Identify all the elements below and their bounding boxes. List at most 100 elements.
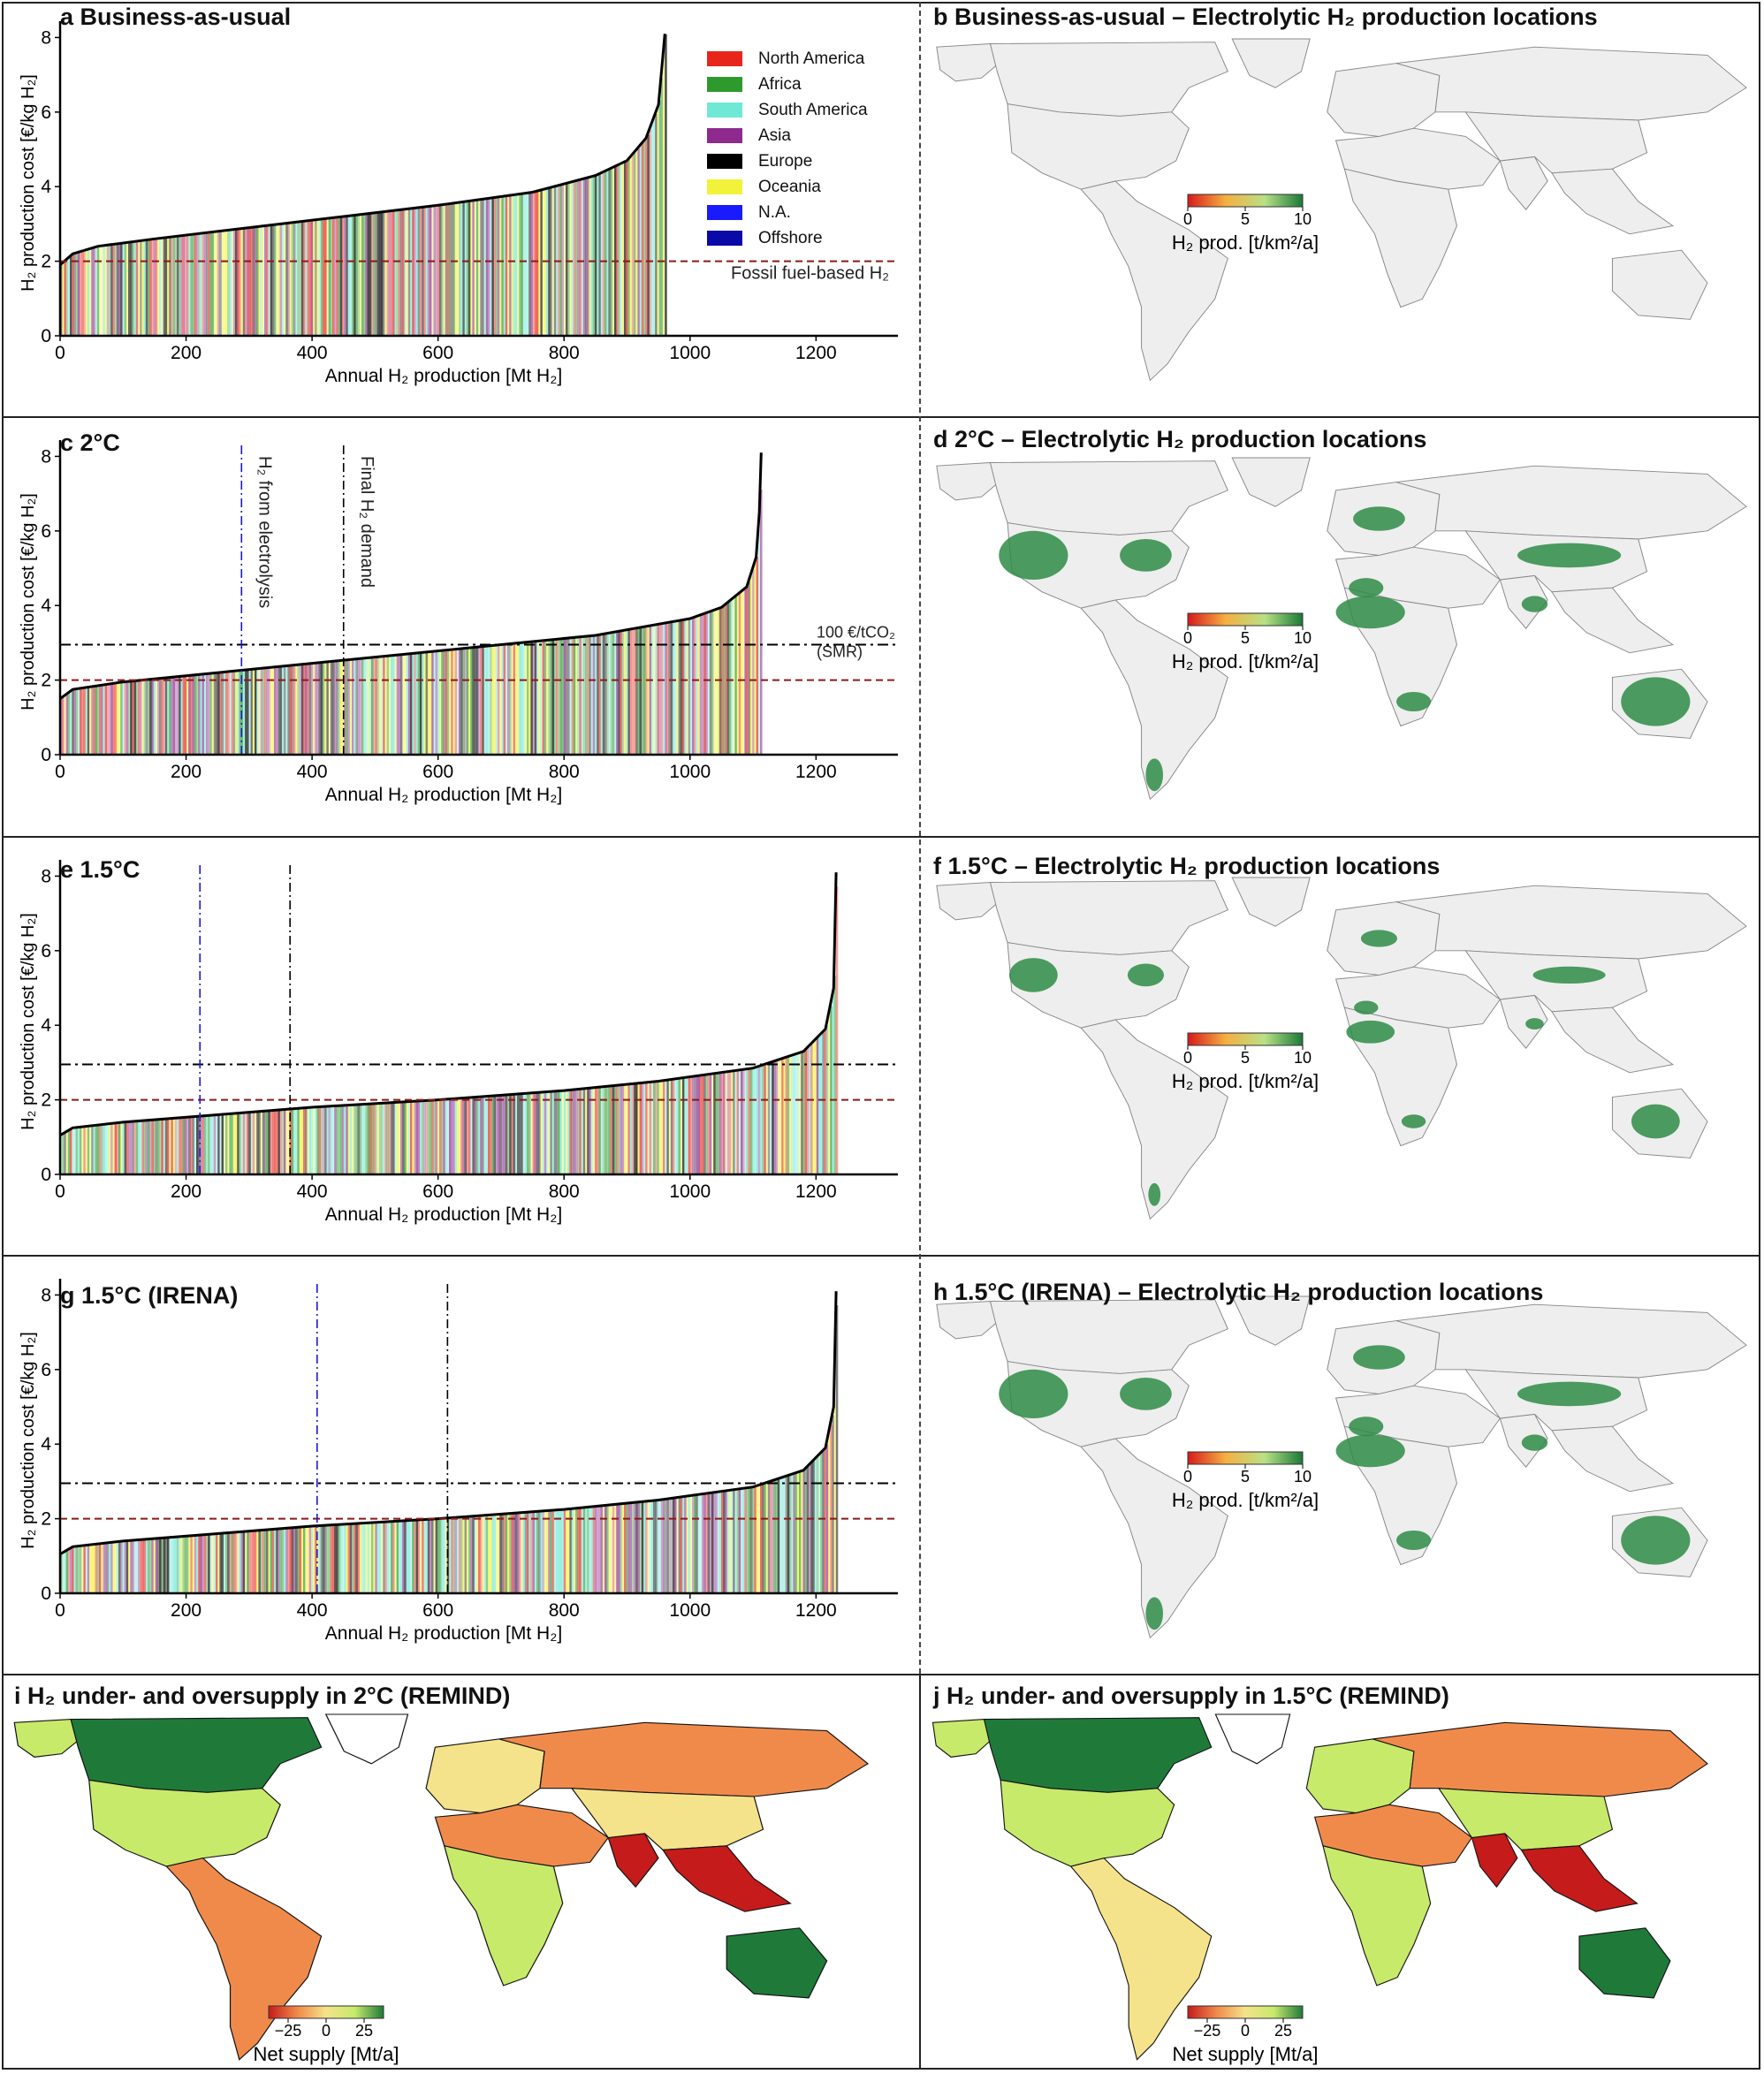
y-tick-label: 2 bbox=[41, 1090, 51, 1111]
supply-bar bbox=[556, 1090, 559, 1174]
supply-bar bbox=[378, 1522, 382, 1593]
supply-bar bbox=[702, 614, 704, 755]
supply-bar bbox=[635, 1502, 638, 1593]
legend-item: North America bbox=[707, 46, 893, 72]
supply-bar bbox=[495, 1514, 498, 1593]
supply-bar bbox=[128, 1540, 131, 1593]
supply-bar bbox=[293, 1527, 296, 1593]
supply-bar bbox=[563, 184, 566, 336]
supply-bar bbox=[589, 1507, 591, 1593]
supply-bar bbox=[490, 645, 492, 755]
supply-bar bbox=[824, 1029, 827, 1174]
supply-bar bbox=[180, 1117, 183, 1174]
supply-bar bbox=[155, 1538, 158, 1593]
supply-bar bbox=[64, 1133, 66, 1174]
cost-curve-line bbox=[59, 872, 838, 1136]
supply-bar bbox=[773, 1061, 776, 1174]
supply-bar bbox=[830, 1006, 833, 1174]
supply-bar bbox=[814, 1040, 817, 1174]
supply-bar bbox=[621, 1084, 625, 1174]
supply-bar bbox=[120, 1541, 123, 1593]
supply-bar bbox=[441, 204, 444, 336]
supply-bar bbox=[355, 215, 358, 336]
supply-bar bbox=[522, 642, 526, 755]
reference-line-label: 100 €/tCO₂ bbox=[817, 624, 895, 642]
supply-bar bbox=[414, 1520, 416, 1593]
supply-bar bbox=[196, 1535, 199, 1593]
country-region bbox=[1080, 1438, 1228, 1639]
supply-bar bbox=[72, 255, 74, 336]
supply-bar bbox=[517, 194, 520, 336]
supply-bar bbox=[425, 651, 429, 755]
supply-bar bbox=[305, 221, 308, 336]
y-tick-label: 6 bbox=[41, 521, 51, 542]
supply-bar bbox=[410, 1101, 413, 1174]
legend-swatch bbox=[707, 179, 742, 194]
supply-bar bbox=[420, 207, 422, 336]
supply-bar bbox=[172, 1118, 176, 1174]
supply-bar bbox=[278, 1529, 280, 1593]
supply-bar bbox=[164, 237, 168, 336]
supply-bar bbox=[809, 1464, 811, 1593]
supply-bar bbox=[629, 1083, 633, 1174]
supply-bar bbox=[285, 1528, 288, 1593]
supply-bar bbox=[626, 1503, 628, 1593]
supply-bar bbox=[692, 618, 695, 755]
supply-bar bbox=[488, 1515, 490, 1593]
production-hotspot bbox=[1354, 1000, 1379, 1014]
supply-bar bbox=[62, 262, 65, 336]
supply-bar bbox=[209, 673, 212, 755]
supply-bar bbox=[707, 1074, 711, 1174]
supply-bar bbox=[130, 680, 133, 755]
supply-bar bbox=[425, 1519, 429, 1593]
supply-bar bbox=[217, 231, 220, 336]
supply-bar bbox=[812, 1042, 815, 1174]
supply-bar bbox=[369, 1523, 372, 1593]
supply-bar bbox=[459, 202, 461, 336]
supply-bar bbox=[517, 1094, 520, 1174]
supply-bar bbox=[357, 215, 361, 336]
supply-bar bbox=[307, 220, 309, 336]
supply-bar bbox=[250, 1112, 254, 1174]
supply-bar bbox=[208, 232, 210, 336]
supply-bar bbox=[514, 1094, 518, 1174]
supply-bar bbox=[499, 1095, 502, 1174]
supply-bar bbox=[830, 1424, 833, 1593]
supply-bar bbox=[832, 996, 834, 1174]
supply-bar bbox=[456, 1098, 460, 1174]
colorbar-label: Net supply [Mt/a] bbox=[253, 2043, 399, 2065]
supply-bar bbox=[80, 251, 82, 336]
supply-bar bbox=[122, 1122, 125, 1174]
supply-bar bbox=[305, 1107, 308, 1174]
supply-bar bbox=[412, 1101, 414, 1174]
colorbar-tick-label: 0 bbox=[1183, 629, 1192, 647]
supply-bar bbox=[352, 1105, 354, 1174]
panel-title: j H₂ under- and oversupply in 1.5°C (REM… bbox=[933, 1683, 1449, 1709]
supply-bar bbox=[491, 197, 494, 336]
supply-bar bbox=[637, 1501, 640, 1593]
cost-curve-panel-c: c 2°C 100 €/tCO₂ (SMR) H₂ from electrolysi… bbox=[4, 422, 917, 833]
supply-bar bbox=[610, 1504, 613, 1593]
supply-bar bbox=[274, 1110, 277, 1174]
supply-bar bbox=[143, 239, 147, 336]
supply-bar bbox=[582, 1507, 586, 1593]
supply-bar bbox=[324, 1106, 327, 1174]
x-tick-label: 800 bbox=[549, 343, 580, 363]
supply-bar bbox=[211, 1115, 215, 1174]
supply-bar bbox=[528, 193, 531, 336]
supply-bar bbox=[711, 1074, 714, 1174]
supply-bar bbox=[289, 1528, 293, 1593]
colorbar-tick-label: −25 bbox=[275, 2022, 302, 2040]
supply-bar bbox=[151, 679, 154, 755]
supply-bar bbox=[689, 1495, 693, 1593]
supply-bar bbox=[371, 213, 374, 336]
supply-bar bbox=[138, 1539, 141, 1593]
supply-bar bbox=[91, 687, 94, 755]
supply-bar bbox=[581, 1089, 584, 1174]
x-tick-label: 1000 bbox=[669, 762, 711, 782]
supply-bar bbox=[256, 1531, 259, 1593]
colorbar bbox=[268, 2005, 384, 2019]
supply-bar bbox=[106, 1543, 110, 1593]
supply-bar bbox=[437, 205, 440, 336]
supply-bar bbox=[589, 177, 591, 336]
